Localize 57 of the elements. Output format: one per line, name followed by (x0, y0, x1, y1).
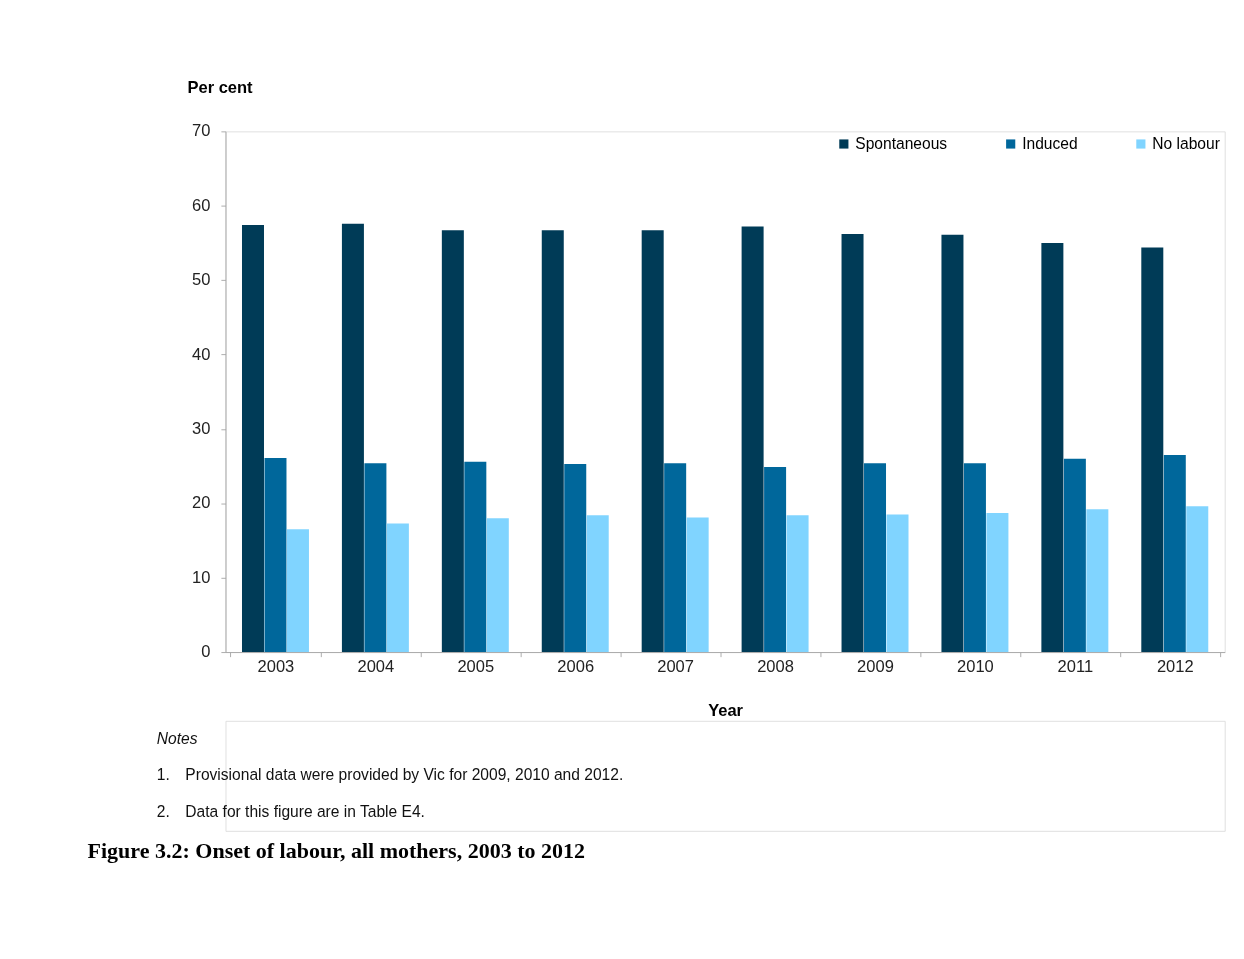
y-tick-label: 50 (192, 270, 211, 289)
bar (986, 512, 1009, 653)
x-tick-label: 2008 (757, 656, 794, 675)
bar (741, 226, 764, 653)
bar (1186, 506, 1209, 653)
bar (341, 223, 364, 653)
bar (963, 463, 986, 653)
bar (664, 463, 687, 653)
text: 2. Data for this figure are in Table E4. (156, 803, 425, 821)
y-tick-label: 60 (192, 195, 211, 214)
x-tick-label: 2004 (357, 656, 395, 675)
bar (1063, 458, 1086, 653)
bar (541, 230, 564, 653)
legend-label: Spontaneous (855, 134, 948, 152)
bar (364, 463, 387, 653)
x-tick-label: 2003 (257, 656, 295, 675)
text: Notes (156, 729, 198, 747)
x-tick-label: 2011 (1057, 656, 1094, 675)
bar (586, 515, 609, 653)
legend-label: Induced (1022, 134, 1078, 152)
y-axis-title: Per cent (187, 78, 254, 97)
x-tick-label: 2009 (857, 656, 894, 675)
text: 1. Provisional data were provided by Vic for 2009, 2010 and 2012. (156, 766, 624, 784)
x-tick-label: 2010 (957, 656, 994, 675)
bar (1163, 454, 1186, 653)
x-tick-label: 2012 (1156, 656, 1194, 675)
bar (941, 234, 964, 653)
bar (464, 461, 487, 653)
bar (841, 234, 864, 653)
y-tick-label: 0 (201, 642, 211, 661)
bar (386, 523, 409, 653)
x-tick-label: 2007 (657, 656, 694, 675)
bar (886, 514, 909, 653)
bar (641, 230, 664, 653)
bar (864, 463, 887, 653)
bar (764, 466, 787, 653)
y-tick-label: 10 (192, 567, 211, 586)
y-tick-label: 30 (192, 418, 211, 437)
x-axis-title: Year (708, 700, 744, 719)
bar (1086, 509, 1109, 653)
y-tick-label: 70 (192, 121, 211, 140)
x-tick-label: 2005 (457, 656, 495, 675)
bar (786, 515, 809, 653)
bar (1041, 242, 1064, 653)
text: Figure 3.2: Onset of labour, all mothers, 2003 to 2012 (87, 837, 585, 863)
bar (1141, 247, 1164, 653)
bar (564, 463, 587, 653)
bar (286, 529, 309, 653)
x-tick-label: 2006 (557, 656, 595, 675)
bar (241, 225, 264, 653)
y-tick-label: 20 (192, 493, 211, 512)
y-tick-label: 40 (192, 344, 211, 363)
bar (441, 230, 464, 653)
legend-label: No labour (1152, 134, 1220, 152)
bar (486, 518, 509, 653)
bar (264, 457, 287, 653)
bar (686, 517, 709, 653)
